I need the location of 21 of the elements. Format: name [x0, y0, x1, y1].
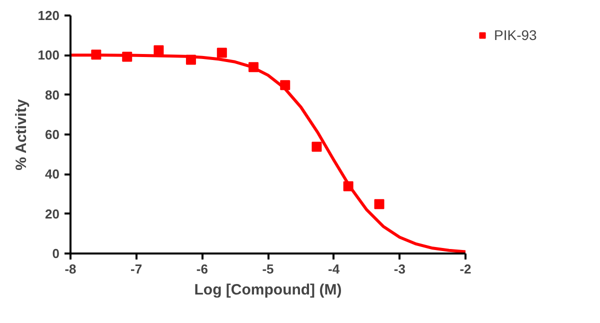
x-tick-label: -8: [64, 262, 76, 276]
y-tick-label: 100: [38, 48, 60, 63]
y-tick-label: 80: [45, 87, 60, 102]
point: [374, 199, 384, 210]
point: [154, 45, 164, 56]
y-tick-label: 60: [45, 127, 60, 142]
x-tick-label: -4: [328, 262, 340, 276]
x-tick-label: -3: [394, 262, 406, 276]
y-tick-label: 40: [45, 166, 60, 182]
point: [312, 142, 322, 152]
point: [216, 48, 227, 58]
legend-label: PIK-93: [494, 27, 537, 43]
x-tick-label: -7: [130, 262, 142, 276]
y-tick-label: 0: [52, 246, 60, 261]
y-axis-title: % Activity: [12, 98, 30, 170]
x-tick-label: -5: [262, 262, 274, 276]
y-tick-label: 120: [38, 8, 60, 23]
y-tick-label: 20: [45, 206, 60, 222]
x-tick-label: -2: [460, 262, 472, 276]
x-tick-label: -6: [196, 262, 208, 276]
x-axis-title: Log [Compound] (M): [194, 282, 342, 298]
